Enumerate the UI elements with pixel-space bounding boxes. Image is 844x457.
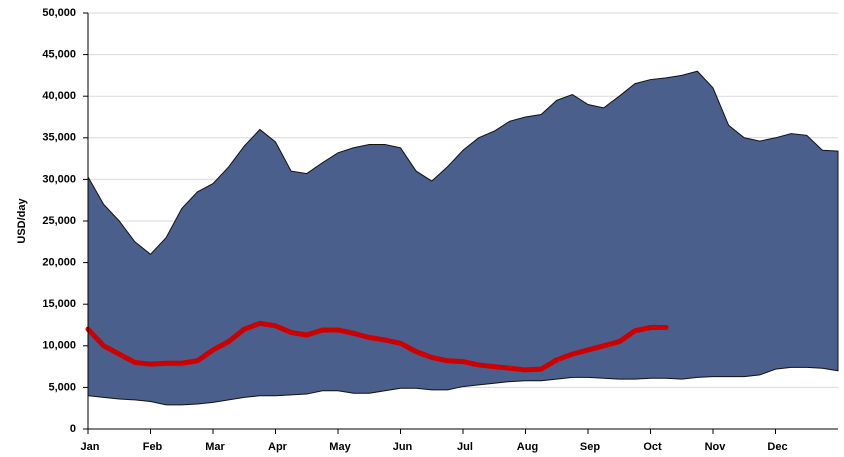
y-tick-label: 5,000	[48, 381, 76, 393]
y-tick-label: 35,000	[42, 132, 76, 144]
y-tick-label: 0	[70, 423, 76, 435]
x-tick-label: Feb	[143, 441, 163, 453]
y-tick-label: 25,000	[42, 215, 76, 227]
y-tick-label: 15,000	[42, 298, 76, 310]
range-band	[87, 70, 839, 406]
y-tick-label: 50,000	[42, 7, 76, 19]
x-tick-label: Nov	[705, 441, 727, 453]
x-tick-label: May	[329, 441, 351, 453]
x-tick-label: Dec	[767, 441, 787, 453]
line	[85, 320, 669, 373]
x-tick-label: Aug	[517, 441, 538, 453]
x-tick-label: Mar	[205, 441, 225, 453]
y-tick-label: 40,000	[42, 90, 76, 102]
y-tick-label: 10,000	[42, 340, 76, 352]
x-tick-label: Sep	[580, 441, 600, 453]
y-tick-label: 45,000	[42, 49, 76, 61]
x-tick-label: Oct	[643, 441, 662, 453]
x-tick-label: Apr	[268, 441, 288, 453]
y-tick-label: 30,000	[42, 173, 76, 185]
y-axis-label: USD/day	[16, 198, 28, 244]
x-tick-label: Jan	[81, 441, 100, 453]
x-tick-label: Jul	[457, 441, 473, 453]
x-tick-label: Jun	[393, 441, 413, 453]
y-tick-label: 20,000	[42, 257, 76, 269]
